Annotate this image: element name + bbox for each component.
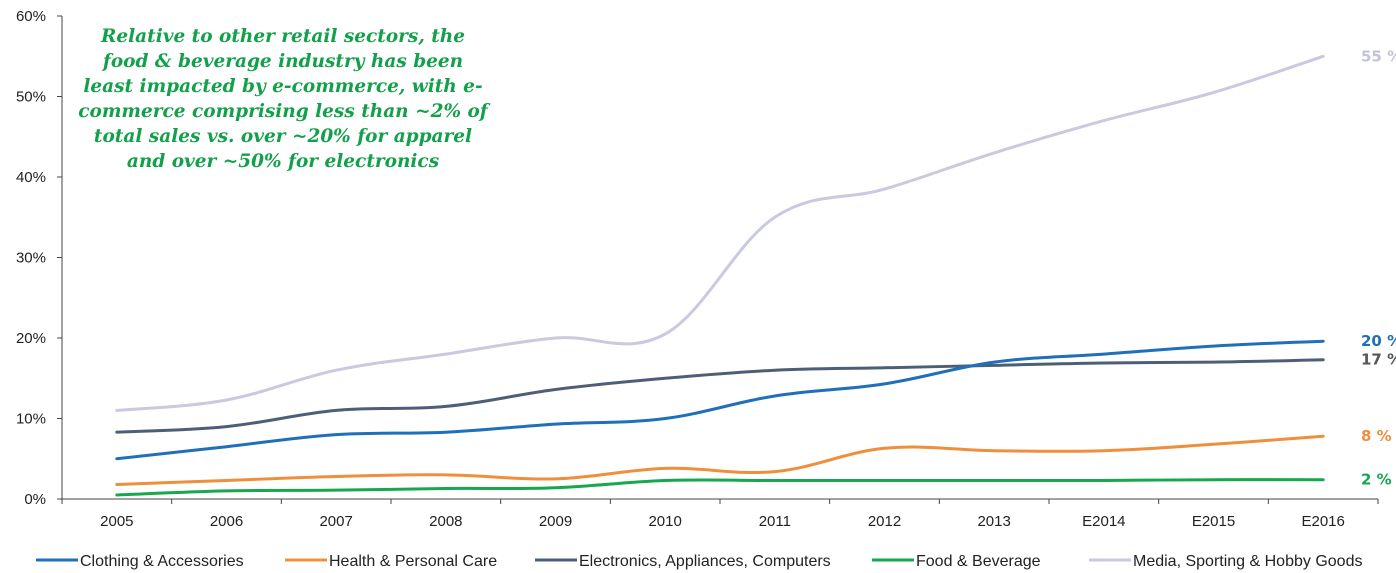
series-line-clothing-accessories — [115, 339, 1325, 461]
y-tick-label: 40% — [16, 169, 46, 186]
x-tick-label: 2011 — [759, 513, 791, 530]
y-axis: 0% 10% 20% 30% 40% 50% 60% — [16, 8, 63, 508]
series-line-food-beverage — [115, 478, 1325, 497]
x-tick-label: 2009 — [539, 513, 572, 530]
end-value-label: 17 % — [1361, 351, 1396, 369]
x-tick-label: 2007 — [319, 513, 352, 530]
x-tick-label: 2005 — [100, 513, 133, 530]
x-tick-label: 2006 — [210, 513, 243, 530]
x-tick-label: 2013 — [977, 513, 1010, 530]
x-axis: 2005 2006 2007 2008 2009 2010 2011 2012 2013 E201… — [61, 498, 1379, 530]
legend-label: Clothing & Accessories — [80, 553, 244, 570]
end-labels: 20 % 8 % 17 % 2 % 55 % — [1361, 47, 1396, 488]
legend-label: Media, Sporting & Hobby Goods — [1133, 553, 1362, 570]
y-tick-label: 50% — [16, 89, 46, 106]
y-tick-label: 10% — [16, 411, 46, 428]
y-tick-label: 30% — [16, 250, 46, 267]
series-line-media-sporting-hobby-goods — [115, 54, 1325, 412]
legend-label: Electronics, Appliances, Computers — [579, 553, 831, 570]
x-tick-label: E2015 — [1192, 513, 1235, 530]
x-tick-label: E2016 — [1301, 513, 1344, 530]
series-line-health-personal-care — [115, 434, 1325, 487]
end-value-label: 55 % — [1361, 47, 1396, 65]
end-value-label: 8 % — [1361, 427, 1392, 445]
end-value-label: 20 % — [1361, 332, 1396, 350]
chart-annotation: Relative to other retail sectors, the fo… — [78, 26, 488, 172]
x-tick-label: 2010 — [648, 513, 681, 530]
legend-label: Health & Personal Care — [329, 553, 497, 570]
y-tick-label: 20% — [16, 330, 46, 347]
x-tick-label: 2012 — [868, 513, 901, 530]
x-tick-label: E2014 — [1082, 513, 1125, 530]
legend: Clothing & Accessories Health & Personal … — [36, 553, 1362, 570]
x-tick-label: 2008 — [429, 513, 462, 530]
y-tick-label: 0% — [24, 491, 46, 508]
legend-label: Food & Beverage — [916, 553, 1041, 570]
series-lines — [115, 54, 1325, 497]
series-line-electronics-appliances-computers — [115, 358, 1325, 434]
end-value-label: 2 % — [1361, 471, 1392, 489]
y-tick-label: 60% — [16, 8, 46, 25]
